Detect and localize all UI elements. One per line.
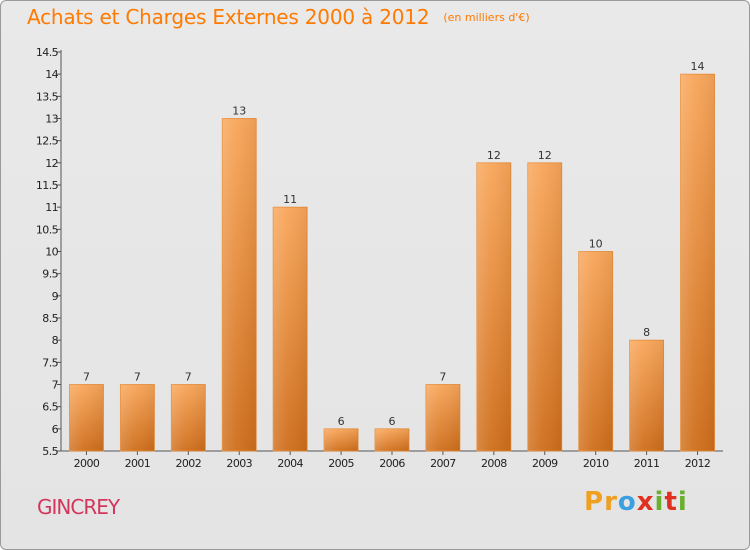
y-tick-label: 10	[45, 246, 58, 259]
logo-letter: r	[604, 487, 618, 517]
bar-shine-2006	[375, 428, 409, 451]
bar-shine-2011	[629, 340, 664, 451]
y-tick-label: 12.5	[36, 135, 59, 148]
y-tick-label: 8.5	[42, 312, 58, 325]
data-label: 13	[232, 105, 246, 118]
y-tick-label: 14	[45, 68, 58, 81]
chart-unit: (en milliers d'€)	[443, 11, 530, 24]
y-tick-label: 14.5	[36, 46, 59, 59]
logo-letter: x	[636, 487, 655, 517]
bar-shine-2000	[69, 384, 104, 451]
axes: 5.5 6 6.5 7 7.5 8 8.5 9 9.5 10 10.5 11 11.5 12 12.5 13 1…	[36, 46, 723, 470]
x-tick-label: 2007	[430, 457, 456, 470]
data-label: 14	[691, 60, 705, 73]
logo-letter: t	[664, 487, 678, 517]
bar-shine-2002	[171, 384, 206, 451]
x-tick-label: 2002	[176, 457, 202, 470]
bar-shine-2004	[273, 207, 308, 451]
y-tick-label: 9.5	[42, 268, 58, 281]
bar-shine-2001	[120, 384, 155, 451]
bar-shine-2010	[578, 251, 613, 451]
y-tick-label: 6.5	[42, 401, 58, 414]
y-tick-label: 7.5	[42, 356, 58, 369]
x-tick-label: 2008	[481, 457, 507, 470]
y-tick-label: 11	[45, 201, 58, 214]
y-tick-label: 8	[52, 334, 59, 347]
y-tick-label: 13	[45, 113, 58, 126]
data-label: 8	[643, 326, 650, 339]
data-label: 6	[389, 415, 396, 428]
data-label: 12	[487, 149, 501, 162]
place-name: GINCREY	[37, 495, 120, 519]
chart-header: Achats et Charges Externes 2000 à 2012 (…	[27, 5, 530, 29]
x-tick-label: 2005	[328, 457, 354, 470]
x-tick-label: 2000	[74, 457, 100, 470]
y-tick-label: 12	[45, 157, 58, 170]
proxiti-logo: Proxiti	[584, 487, 688, 517]
chart-title: Achats et Charges Externes 2000 à 2012	[27, 5, 430, 29]
bars	[69, 73, 715, 452]
bar-shine-2009	[527, 162, 562, 452]
y-tick-label: 7	[52, 379, 59, 392]
x-tick-label: 2009	[532, 457, 558, 470]
data-label: 6	[338, 415, 345, 428]
y-tick-label: 9	[52, 290, 59, 303]
value-labels: 7 7 7 13 11 6 6 7 12 12 10 8 14	[83, 60, 705, 428]
logo-letter: i	[677, 487, 688, 517]
y-tick-label: 6	[52, 423, 59, 436]
x-tick-label: 2010	[583, 457, 609, 470]
logo-letter: o	[617, 487, 637, 517]
logo-letter: i	[654, 487, 665, 517]
bar-shine-2008	[476, 162, 511, 452]
y-tick-label: 5.5	[42, 445, 58, 458]
data-label: 12	[538, 149, 552, 162]
x-tick-label: 2011	[634, 457, 660, 470]
x-tick-label: 2003	[226, 457, 252, 470]
x-tick-label: 2004	[277, 457, 303, 470]
bar-shine-2003	[222, 118, 257, 451]
data-label: 10	[589, 238, 603, 251]
y-tick-label: 10.5	[36, 223, 59, 236]
x-tick-label: 2001	[125, 457, 151, 470]
y-tick-label: 13.5	[36, 90, 59, 103]
logo-letter: P	[584, 487, 605, 517]
data-label: 7	[134, 371, 141, 384]
x-tick-label: 2006	[379, 457, 405, 470]
x-tick-label: 2012	[685, 457, 711, 470]
bar-shine-2005	[324, 428, 359, 451]
y-tick-label: 11.5	[36, 179, 59, 192]
data-label: 7	[185, 371, 192, 384]
data-label: 7	[439, 371, 446, 384]
data-label: 7	[83, 371, 90, 384]
bar-shine-2007	[425, 384, 460, 451]
data-label: 11	[283, 193, 297, 206]
bar-shine-2012	[680, 74, 715, 452]
